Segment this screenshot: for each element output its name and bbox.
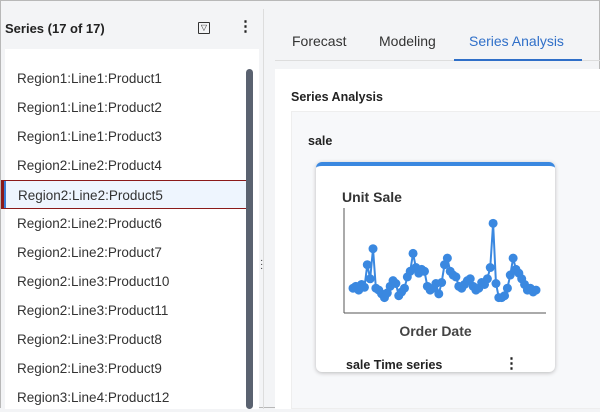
data-point	[399, 283, 409, 293]
list-item[interactable]: Region2:Line3:Product11	[17, 303, 169, 318]
y-axis-label: Unit Sale	[342, 189, 402, 205]
data-point	[434, 289, 444, 299]
list-item[interactable]: Region1:Line1:Product2	[17, 100, 162, 115]
data-point	[465, 274, 475, 284]
data-point	[508, 253, 518, 263]
chart	[343, 208, 546, 314]
data-point	[451, 272, 461, 282]
list-item[interactable]: Region1:Line1:Product1	[17, 71, 162, 86]
active-tab-indicator	[454, 59, 582, 61]
list-item[interactable]: Region1:Line1:Product3	[17, 129, 162, 144]
divider	[263, 9, 264, 409]
list-item[interactable]: Region2:Line2:Product5	[1, 180, 253, 209]
chart-card[interactable]: Unit Sale Order Date sale Time series ⋮	[316, 162, 555, 372]
data-point	[485, 263, 495, 273]
data-point	[359, 282, 369, 292]
data-point	[500, 291, 510, 301]
tab-forecast[interactable]: Forecast	[292, 33, 347, 49]
list-item[interactable]: Region2:Line3:Product9	[17, 361, 162, 376]
scrollbar[interactable]	[246, 69, 253, 409]
list-item[interactable]: Region2:Line2:Product4	[17, 158, 162, 173]
data-point	[482, 274, 492, 284]
data-point	[362, 260, 372, 270]
data-point	[502, 283, 512, 293]
kebab-icon[interactable]: ⋮	[238, 18, 253, 35]
filter-icon[interactable]: ▽	[198, 22, 210, 34]
tab-modeling[interactable]: Modeling	[379, 33, 436, 49]
data-point	[442, 253, 452, 263]
card-kebab-icon[interactable]: ⋮	[504, 355, 519, 372]
series-list: Region1:Line1:Product1 Region1:Line1:Prod…	[1, 49, 259, 409]
data-point	[419, 266, 429, 276]
tab-series-analysis[interactable]: Series Analysis	[469, 33, 564, 49]
data-point	[505, 270, 515, 280]
page-title: Series Analysis	[291, 90, 383, 104]
data-point	[408, 248, 418, 258]
data-point	[368, 244, 378, 254]
data-point	[365, 274, 375, 284]
list-item[interactable]: Region3:Line4:Product12	[17, 390, 170, 405]
list-item[interactable]: Region2:Line3:Product10	[17, 274, 170, 289]
data-point	[531, 285, 541, 295]
series-panel: Series (17 of 17) ▽ ⋮ Region1:Line1:Prod…	[1, 1, 259, 409]
tab-bar: Forecast Modeling Series Analysis	[275, 27, 600, 61]
data-point	[491, 279, 501, 288]
splitter-handle[interactable]: · · ·	[260, 255, 264, 274]
series-panel-title: Series (17 of 17)	[5, 21, 105, 36]
data-point	[488, 218, 498, 228]
data-point	[437, 278, 447, 288]
list-item[interactable]: Region2:Line3:Product8	[17, 332, 162, 347]
card-footer-title: sale Time series	[346, 358, 443, 372]
section-title: sale	[308, 134, 333, 148]
list-item[interactable]: Region2:Line2:Product6	[17, 216, 162, 231]
list-item[interactable]: Region2:Line2:Product7	[17, 245, 162, 260]
data-point	[391, 279, 401, 288]
x-axis-label: Order Date	[399, 323, 472, 339]
